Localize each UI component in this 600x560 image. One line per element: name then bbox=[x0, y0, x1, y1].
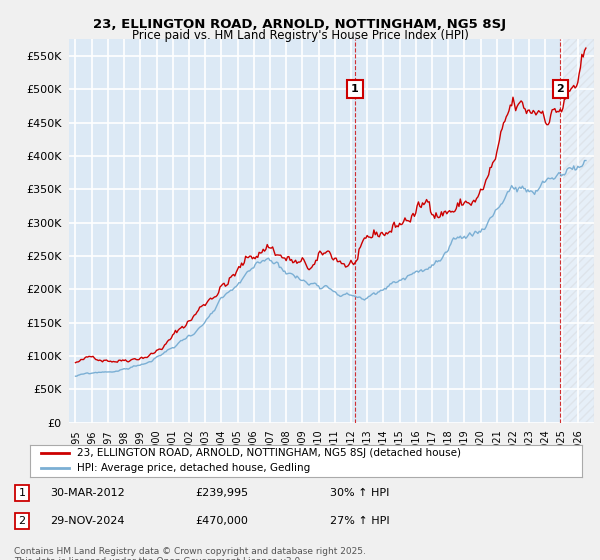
Text: 23, ELLINGTON ROAD, ARNOLD, NOTTINGHAM, NG5 8SJ: 23, ELLINGTON ROAD, ARNOLD, NOTTINGHAM, … bbox=[94, 18, 506, 31]
Text: 23, ELLINGTON ROAD, ARNOLD, NOTTINGHAM, NG5 8SJ (detached house): 23, ELLINGTON ROAD, ARNOLD, NOTTINGHAM, … bbox=[77, 449, 461, 459]
Text: 30% ↑ HPI: 30% ↑ HPI bbox=[330, 488, 389, 498]
Bar bbox=[355, 39, 560, 423]
Text: 1: 1 bbox=[351, 84, 359, 94]
Text: Price paid vs. HM Land Registry's House Price Index (HPI): Price paid vs. HM Land Registry's House … bbox=[131, 29, 469, 42]
Text: 30-MAR-2012: 30-MAR-2012 bbox=[50, 488, 125, 498]
Text: 1: 1 bbox=[19, 488, 25, 498]
Text: £470,000: £470,000 bbox=[195, 516, 248, 526]
Text: 2: 2 bbox=[19, 516, 26, 526]
Text: HPI: Average price, detached house, Gedling: HPI: Average price, detached house, Gedl… bbox=[77, 463, 310, 473]
Text: Contains HM Land Registry data © Crown copyright and database right 2025.
This d: Contains HM Land Registry data © Crown c… bbox=[14, 547, 366, 560]
Bar bbox=[560, 39, 594, 423]
Text: 27% ↑ HPI: 27% ↑ HPI bbox=[330, 516, 389, 526]
Text: 29-NOV-2024: 29-NOV-2024 bbox=[50, 516, 125, 526]
Text: £239,995: £239,995 bbox=[195, 488, 248, 498]
Text: 2: 2 bbox=[556, 84, 564, 94]
